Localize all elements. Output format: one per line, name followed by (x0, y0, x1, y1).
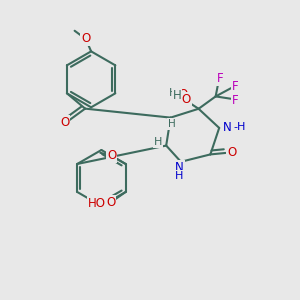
Text: H: H (97, 198, 106, 211)
Text: H: H (175, 171, 184, 181)
Text: H: H (172, 89, 181, 102)
Text: O: O (178, 88, 188, 101)
Text: F: F (232, 80, 238, 93)
Text: O: O (227, 146, 236, 159)
Text: N: N (223, 122, 232, 134)
Text: O: O (106, 196, 116, 209)
Text: F: F (232, 94, 238, 107)
Text: H: H (154, 137, 162, 147)
Text: O: O (81, 32, 90, 46)
Text: H: H (168, 119, 176, 129)
Text: H: H (169, 88, 177, 98)
Text: HO: HO (88, 197, 106, 210)
Text: O: O (107, 149, 116, 162)
Text: O: O (60, 116, 69, 129)
Text: -H: -H (234, 122, 246, 132)
Text: N: N (175, 161, 184, 174)
Text: F: F (217, 72, 224, 85)
Text: O: O (182, 93, 191, 106)
